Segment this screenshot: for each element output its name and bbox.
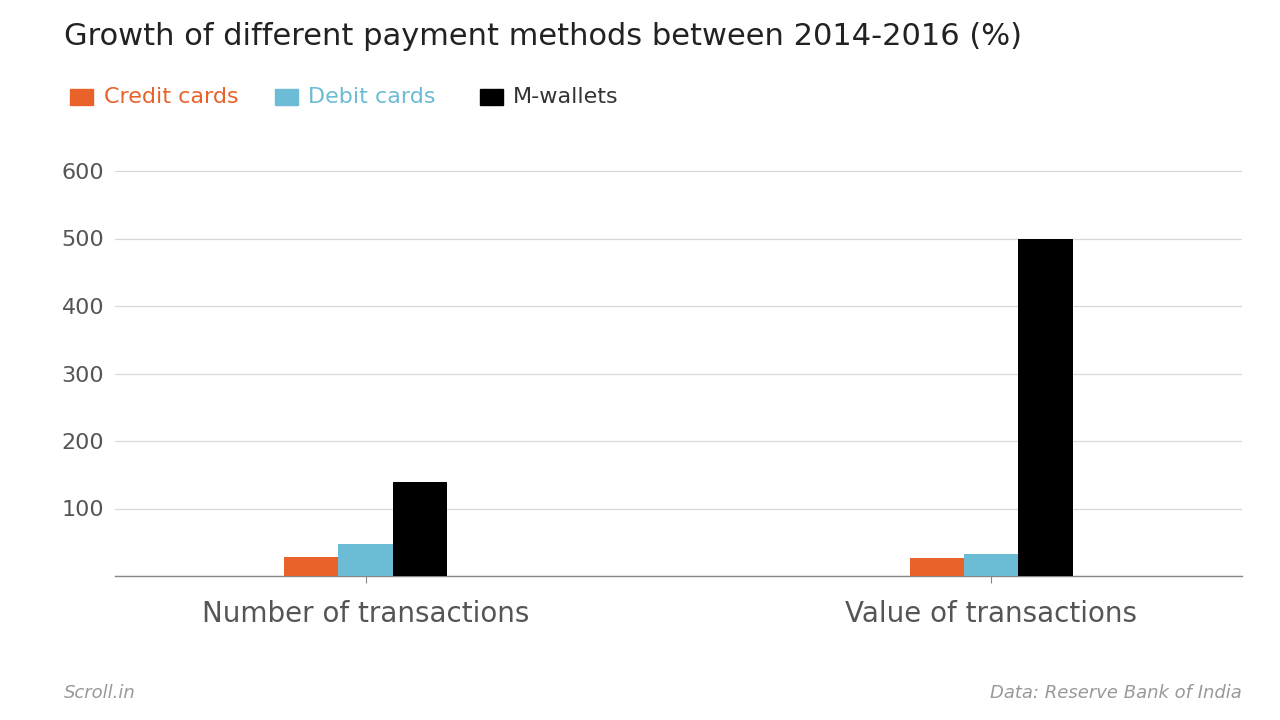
Text: M-wallets: M-wallets: [513, 87, 620, 107]
Bar: [964, 554, 1019, 576]
Bar: [338, 544, 393, 576]
Text: Growth of different payment methods between 2014-2016 (%): Growth of different payment methods betw…: [64, 22, 1021, 50]
Bar: [393, 482, 447, 576]
Bar: [910, 558, 964, 576]
Text: Scroll.in: Scroll.in: [64, 684, 136, 702]
Text: Credit cards: Credit cards: [104, 87, 238, 107]
Text: Debit cards: Debit cards: [308, 87, 436, 107]
Bar: [1019, 238, 1073, 576]
Bar: [284, 557, 338, 576]
Text: Data: Reserve Bank of India: Data: Reserve Bank of India: [989, 684, 1242, 702]
